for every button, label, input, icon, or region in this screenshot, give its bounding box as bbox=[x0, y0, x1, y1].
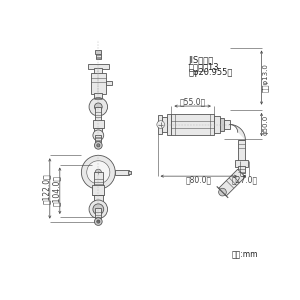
Text: （104.0）: （104.0） bbox=[52, 175, 61, 206]
Text: （122.0）: （122.0） bbox=[42, 173, 51, 204]
Circle shape bbox=[89, 98, 108, 116]
Bar bbox=[162, 117, 167, 132]
Circle shape bbox=[93, 204, 104, 214]
Bar bbox=[220, 118, 224, 131]
Bar bbox=[96, 54, 100, 59]
Circle shape bbox=[219, 188, 226, 196]
Bar bbox=[158, 115, 162, 134]
Circle shape bbox=[95, 169, 101, 176]
Text: （φ20.955）: （φ20.955） bbox=[188, 68, 233, 77]
Text: （27.0）: （27.0） bbox=[232, 176, 258, 184]
Bar bbox=[88, 64, 109, 69]
Circle shape bbox=[94, 103, 102, 111]
Bar bbox=[91, 73, 106, 94]
Polygon shape bbox=[219, 169, 245, 196]
Bar bbox=[94, 68, 102, 74]
Bar bbox=[106, 81, 112, 85]
Circle shape bbox=[157, 121, 164, 128]
Bar bbox=[115, 170, 129, 175]
Bar bbox=[95, 107, 101, 121]
Bar bbox=[167, 114, 172, 135]
Text: 取付ねじ13: 取付ねじ13 bbox=[188, 62, 219, 71]
Bar bbox=[95, 135, 101, 142]
Bar bbox=[172, 114, 214, 135]
Circle shape bbox=[81, 155, 115, 189]
Text: 内径φ13.0: 内径φ13.0 bbox=[262, 63, 269, 92]
Circle shape bbox=[87, 161, 110, 184]
Bar bbox=[94, 93, 102, 103]
Circle shape bbox=[94, 218, 102, 225]
Bar bbox=[128, 171, 131, 174]
Text: JIS給水栓: JIS給水栓 bbox=[188, 56, 214, 65]
Circle shape bbox=[94, 142, 102, 149]
Text: 単位:mm: 単位:mm bbox=[231, 250, 258, 259]
Text: φ50.0: φ50.0 bbox=[262, 114, 268, 135]
Bar bbox=[238, 166, 245, 173]
Bar bbox=[94, 128, 102, 133]
Circle shape bbox=[97, 144, 100, 147]
Circle shape bbox=[89, 200, 108, 218]
Circle shape bbox=[93, 130, 104, 141]
Bar bbox=[214, 116, 220, 133]
Text: （80.0）: （80.0） bbox=[186, 176, 212, 184]
Bar bbox=[92, 184, 104, 195]
Bar bbox=[93, 120, 104, 128]
Circle shape bbox=[97, 220, 100, 223]
Text: （55.0）: （55.0） bbox=[179, 98, 206, 107]
Bar bbox=[94, 172, 103, 186]
Bar bbox=[94, 195, 103, 205]
Bar bbox=[95, 50, 101, 55]
Bar bbox=[235, 160, 248, 167]
Polygon shape bbox=[230, 124, 245, 140]
Bar bbox=[224, 120, 230, 129]
Bar bbox=[238, 140, 245, 161]
Bar bbox=[95, 208, 101, 218]
